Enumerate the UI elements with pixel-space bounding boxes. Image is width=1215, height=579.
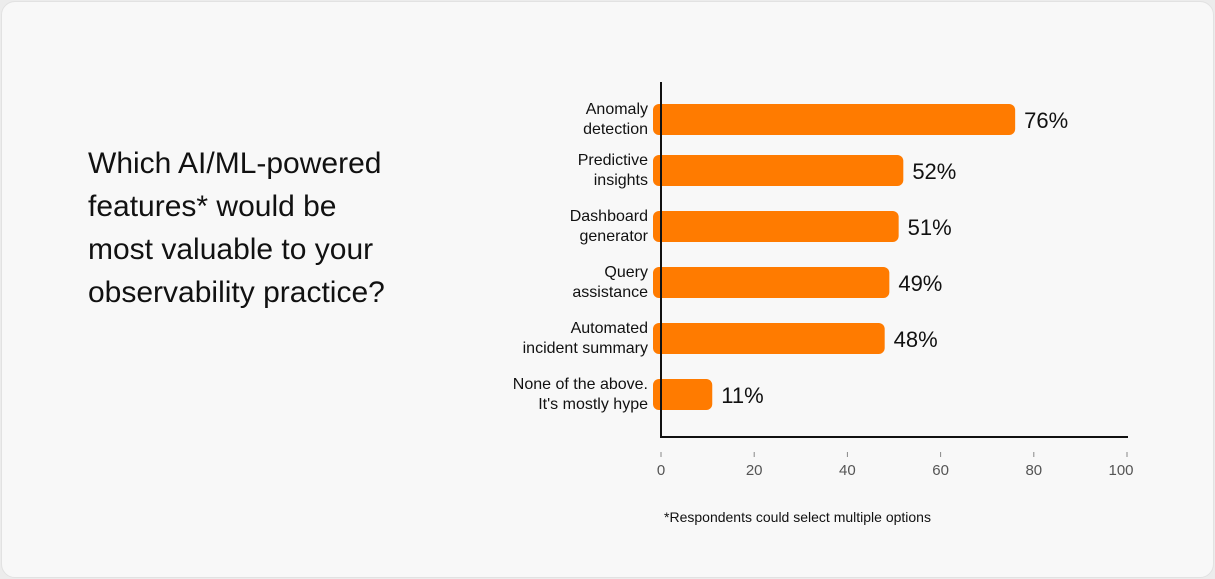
x-tick-label: 80 — [1025, 462, 1042, 479]
x-tick-label: 40 — [839, 462, 856, 479]
bar — [653, 323, 885, 354]
bar — [653, 379, 713, 410]
category-label: Automated — [571, 320, 648, 337]
category-label: None of the above. — [513, 376, 648, 393]
data-label: 76% — [1024, 108, 1068, 133]
footnote: *Respondents could select multiple optio… — [664, 509, 931, 525]
data-label: 52% — [912, 159, 956, 184]
data-label: 11% — [721, 383, 763, 408]
category-label: It's mostly hype — [538, 396, 648, 413]
category-label: Anomaly — [586, 101, 648, 118]
data-label: 51% — [908, 215, 952, 240]
x-axis-line — [660, 436, 1128, 438]
category-label: insights — [594, 172, 648, 189]
chart-question: Which AI/ML-powered features* would be m… — [88, 147, 385, 309]
category-label: detection — [583, 121, 648, 138]
y-axis-line — [660, 82, 662, 438]
x-tick-label: 60 — [932, 462, 949, 479]
x-tick-label: 20 — [746, 462, 763, 479]
data-label: 48% — [894, 327, 938, 352]
x-tick-label: 100 — [1108, 462, 1133, 479]
category-label: Dashboard — [570, 208, 648, 225]
category-label: generator — [580, 228, 649, 245]
category-label: Predictive — [578, 152, 648, 169]
x-tick-label: 0 — [657, 462, 665, 479]
bar — [653, 211, 899, 242]
data-label: 49% — [898, 271, 942, 296]
category-label: incident summary — [523, 340, 648, 357]
category-label: Query — [604, 264, 648, 281]
bar — [653, 267, 890, 298]
category-label: assistance — [572, 284, 648, 301]
bar — [653, 155, 904, 186]
bar — [653, 104, 1016, 135]
